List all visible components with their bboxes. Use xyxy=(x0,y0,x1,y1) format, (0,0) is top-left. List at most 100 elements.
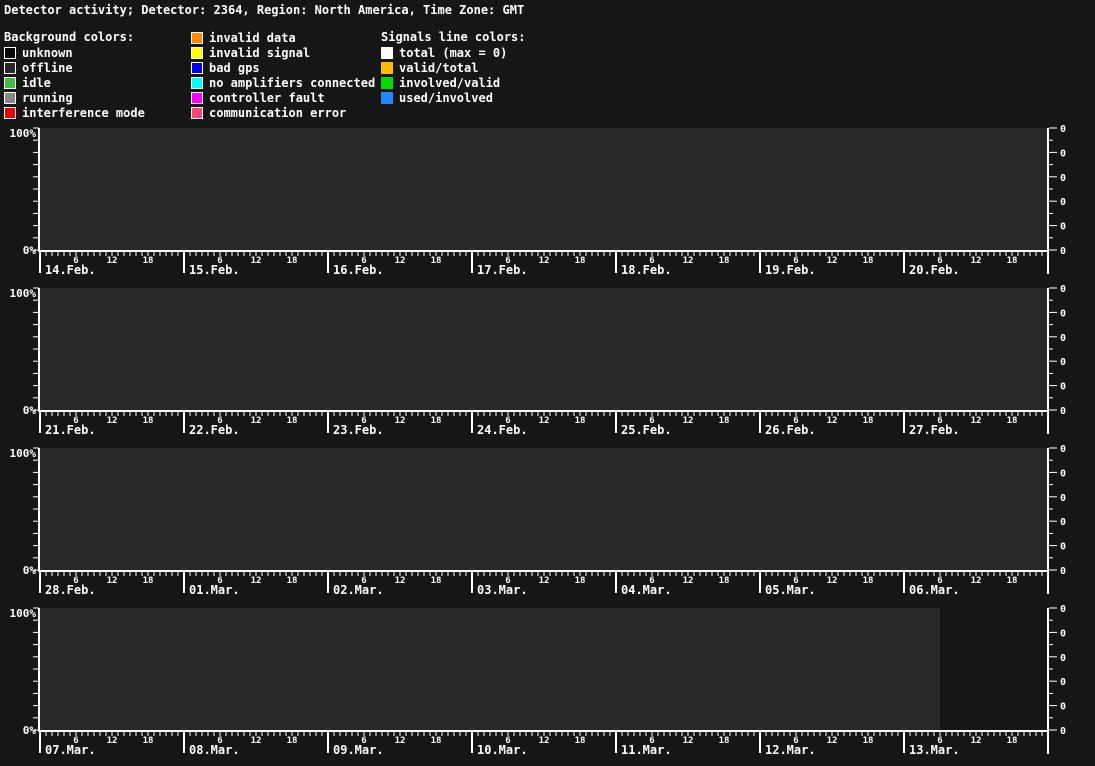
y-right-zero-label: 0 xyxy=(1060,357,1066,368)
communication-error-color-swatch xyxy=(191,106,203,119)
hour-label: 6 xyxy=(793,576,798,586)
y-left-min-label: 0% xyxy=(23,244,37,257)
legend-item-label: communication error xyxy=(209,105,347,120)
hour-label: 12 xyxy=(971,576,982,586)
invalid-data-color-swatch xyxy=(191,31,203,44)
date-label: 28.Feb. xyxy=(45,583,96,597)
date-label: 19.Feb. xyxy=(765,263,816,277)
hour-label: 6 xyxy=(73,416,78,426)
background-colors-title: Background colors: xyxy=(4,30,135,44)
y-right-zero-label: 0 xyxy=(1060,173,1066,184)
legend-item-bad-gps: bad gps xyxy=(191,60,375,75)
date-label: 23.Feb. xyxy=(333,423,384,437)
hour-label: 18 xyxy=(431,416,442,426)
hour-label: 18 xyxy=(431,736,442,746)
hour-label: 18 xyxy=(863,416,874,426)
date-label: 16.Feb. xyxy=(333,263,384,277)
hour-label: 18 xyxy=(287,576,298,586)
legend-item-running: running xyxy=(4,90,145,105)
hour-label: 6 xyxy=(505,256,510,266)
date-label: 21.Feb. xyxy=(45,423,96,437)
hour-label: 12 xyxy=(251,576,262,586)
y-right-zero-label: 0 xyxy=(1060,677,1066,688)
legend-item-label: bad gps xyxy=(209,60,260,75)
y-left-min-label: 0% xyxy=(23,564,37,577)
hour-label: 6 xyxy=(361,576,366,586)
hour-label: 12 xyxy=(395,736,406,746)
hour-label: 6 xyxy=(505,736,510,746)
legend-item-interference-mode: interference mode xyxy=(4,105,145,120)
hour-label: 12 xyxy=(251,256,262,266)
legend-item-label: valid/total xyxy=(399,60,479,75)
plot-area-offline xyxy=(40,608,940,730)
date-label: 02.Mar. xyxy=(333,583,384,597)
hour-label: 6 xyxy=(361,256,366,266)
y-right-zero-label: 0 xyxy=(1060,148,1066,159)
y-right-zero-label: 0 xyxy=(1060,468,1066,479)
legend-item-label: interference mode xyxy=(22,105,145,120)
hour-label: 12 xyxy=(683,256,694,266)
hour-label: 12 xyxy=(395,256,406,266)
legend-item-invalid-signal: invalid signal xyxy=(191,45,375,60)
date-label: 26.Feb. xyxy=(765,423,816,437)
legend-signal-colors: Signals line colors: total (max = 0) vali… xyxy=(381,30,526,105)
hour-label: 6 xyxy=(361,416,366,426)
y-right-zero-label: 0 xyxy=(1060,653,1066,664)
y-left-max-label: 100% xyxy=(10,447,37,460)
y-right-zero-label: 0 xyxy=(1060,406,1066,417)
hour-label: 6 xyxy=(649,576,654,586)
y-right-zero-label: 0 xyxy=(1060,308,1066,319)
legend-item-idle: idle xyxy=(4,75,145,90)
hour-label: 12 xyxy=(107,576,118,586)
legend-item-total: total (max = 0) xyxy=(381,45,526,60)
hour-label: 18 xyxy=(287,736,298,746)
hour-label: 12 xyxy=(683,416,694,426)
bad-gps-color-swatch xyxy=(191,61,203,74)
hour-label: 12 xyxy=(971,416,982,426)
hour-label: 12 xyxy=(827,256,838,266)
legend-item-label: idle xyxy=(22,75,51,90)
date-label: 05.Mar. xyxy=(765,583,816,597)
y-right-zero-label: 0 xyxy=(1060,566,1066,577)
date-label: 04.Mar. xyxy=(621,583,672,597)
offline-color-swatch xyxy=(4,61,16,74)
hour-label: 6 xyxy=(217,416,222,426)
date-label: 13.Mar. xyxy=(909,743,960,757)
date-label: 09.Mar. xyxy=(333,743,384,757)
y-right-zero-label: 0 xyxy=(1060,222,1066,233)
hour-label: 6 xyxy=(937,416,942,426)
hour-label: 6 xyxy=(793,736,798,746)
date-label: 15.Feb. xyxy=(189,263,240,277)
date-label: 14.Feb. xyxy=(45,263,96,277)
date-label: 11.Mar. xyxy=(621,743,672,757)
y-right-zero-label: 0 xyxy=(1060,702,1066,713)
legend-item-involved-valid: involved/valid xyxy=(381,75,526,90)
y-right-zero-label: 0 xyxy=(1060,382,1066,393)
y-left-min-label: 0% xyxy=(23,404,37,417)
plot-area-offline xyxy=(40,128,1048,250)
date-label: 10.Mar. xyxy=(477,743,528,757)
hour-label: 18 xyxy=(719,576,730,586)
hour-label: 18 xyxy=(143,576,154,586)
running-color-swatch xyxy=(4,91,16,104)
legend-item-label: controller fault xyxy=(209,90,325,105)
legend-item-label: invalid signal xyxy=(209,45,311,60)
legend-item-label: total (max = 0) xyxy=(399,45,508,60)
hour-label: 12 xyxy=(827,416,838,426)
hour-label: 12 xyxy=(107,736,118,746)
date-label: 24.Feb. xyxy=(477,423,528,437)
hour-label: 12 xyxy=(539,256,550,266)
hour-label: 18 xyxy=(863,256,874,266)
hour-label: 12 xyxy=(539,576,550,586)
date-label: 08.Mar. xyxy=(189,743,240,757)
chart-row-21Feb: 100% 0% 6 12 18 21.Feb. 6 12 18 22.Feb. 6 12 18 23.Fe… xyxy=(0,282,1095,446)
legend-item-label: running xyxy=(22,90,73,105)
hour-label: 18 xyxy=(719,736,730,746)
hour-label: 18 xyxy=(431,256,442,266)
hour-label: 12 xyxy=(107,416,118,426)
hour-label: 18 xyxy=(287,416,298,426)
y-left-max-label: 100% xyxy=(10,607,37,620)
